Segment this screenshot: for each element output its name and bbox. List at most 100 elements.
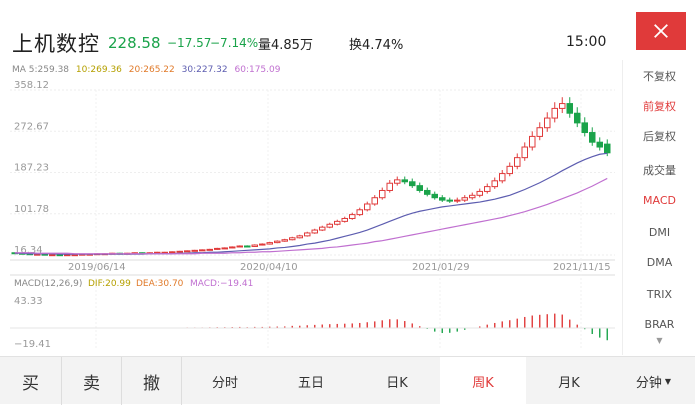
indicator-brar[interactable]: BRAR	[644, 318, 675, 331]
candle-body	[499, 173, 506, 182]
candle-body	[401, 179, 408, 183]
kline-chart-svg: 358.12 272.67 187.23 101.78 16.34 2019/06/14 2…	[10, 80, 615, 350]
candle-body	[251, 244, 258, 247]
candle-body	[341, 217, 348, 222]
candle-body	[604, 143, 611, 154]
ma-30-value: 30:227.32	[181, 65, 228, 75]
current-price: 228.58	[108, 34, 161, 52]
indicator-panel: 不复权 前复权 后复权 成交量 MACD DMI DMA TRIX BRAR ▼	[622, 60, 695, 355]
tab-monthly-k[interactable]: 月K	[558, 375, 580, 391]
candle-body	[514, 157, 521, 167]
candle-body	[431, 193, 438, 199]
candle-body	[281, 239, 288, 242]
ma-10-value: 10:269.36	[75, 65, 122, 75]
candle-body	[596, 141, 603, 148]
candle-body	[236, 245, 243, 248]
tab-five-day[interactable]: 五日	[297, 375, 324, 391]
candle-body	[536, 127, 543, 137]
indicator-trix[interactable]: TRIX	[646, 288, 673, 301]
candle-body	[559, 103, 566, 109]
indicator-no-adjust[interactable]: 不复权	[643, 70, 676, 83]
sell-button[interactable]: 卖	[62, 357, 122, 405]
tab-intraday[interactable]: 分时	[211, 375, 238, 391]
macd-legend-item: DIF:20.99	[88, 279, 131, 289]
candle-body	[544, 117, 551, 129]
candle-body	[64, 254, 71, 257]
candle-body	[581, 122, 588, 134]
candle-body	[206, 248, 213, 251]
tab-daily-k[interactable]: 日K	[386, 375, 408, 391]
candle-body	[551, 107, 558, 119]
macd-legend-item: MACD:−19.41	[190, 279, 253, 289]
candle-body	[454, 199, 461, 202]
candle-body	[521, 146, 528, 159]
more-indicators-icon[interactable]: ▼	[656, 336, 663, 345]
candle-body	[289, 237, 296, 241]
y-tick-label: 16.34	[14, 245, 43, 256]
candle-body	[49, 254, 56, 257]
candle-body	[356, 209, 363, 216]
candle-body	[461, 197, 468, 201]
candle-body	[34, 253, 41, 256]
candle-body	[41, 253, 48, 256]
indicator-forward-adjust[interactable]: 前复权	[643, 100, 676, 113]
macd-top-label: 43.33	[14, 296, 43, 307]
close-icon	[654, 24, 668, 38]
candle-body	[566, 103, 573, 114]
x-tick-label: 2020/04/10	[240, 262, 298, 273]
ma-line-ma30	[14, 152, 608, 255]
candle-body	[229, 246, 236, 249]
price-change-percent: −7.14%	[210, 36, 259, 50]
candle-body	[334, 220, 341, 225]
macd-legend-item: MACD(12,26,9)	[14, 279, 82, 289]
indicator-dma[interactable]: DMA	[646, 256, 673, 269]
candle-body	[349, 214, 356, 219]
indicator-backward-adjust[interactable]: 后复权	[643, 130, 676, 143]
candle-body	[176, 250, 183, 253]
candle-body	[386, 182, 393, 191]
tab-weekly-k[interactable]: 周K	[440, 357, 526, 405]
candle-body	[469, 194, 476, 199]
macd-bottom-label: −19.41	[14, 339, 51, 350]
tab-minute[interactable]: 分钟 ▼	[612, 357, 695, 405]
candle-body	[326, 223, 333, 228]
candle-body	[416, 185, 423, 191]
y-tick-label: 358.12	[14, 80, 49, 91]
indicator-volume[interactable]: 成交量	[643, 164, 676, 177]
candle-body	[364, 203, 371, 211]
candle-body	[424, 189, 431, 195]
candle-body	[311, 229, 318, 234]
candle-body	[371, 197, 378, 205]
indicator-dmi[interactable]: DMI	[648, 226, 671, 239]
indicator-macd[interactable]: MACD	[643, 194, 676, 207]
candle-body	[379, 189, 386, 199]
stock-name: 上机数控	[12, 32, 100, 56]
ma-legend: MA 5:259.38 10:269.36 20:265.22 30:227.3…	[12, 65, 284, 75]
candle-body	[296, 235, 303, 239]
cancel-order-button[interactable]: 撤	[122, 357, 182, 405]
y-tick-label: 101.78	[14, 204, 49, 215]
candle-body	[506, 165, 513, 175]
kline-chart[interactable]: 358.12 272.67 187.23 101.78 16.34 2019/06/14 2…	[0, 60, 622, 355]
bottom-toolbar: 买 卖 撤 分时 五日 日K 周K 月K 分钟 ▼	[0, 356, 695, 405]
candle-body	[439, 197, 446, 201]
candle-body	[274, 240, 281, 244]
candle-body	[191, 249, 198, 252]
tab-minute-label: 分钟	[635, 375, 662, 391]
candle-body	[319, 226, 326, 231]
candle-body	[221, 247, 228, 250]
candle-body	[244, 245, 251, 248]
close-button[interactable]	[636, 12, 686, 50]
volume: 量4.85万	[258, 38, 313, 53]
x-tick-label: 2021/11/15	[553, 262, 611, 273]
quote-header: 上机数控 228.58 −17.57 −7.14% 量4.85万 换4.74% …	[0, 0, 695, 60]
price-change: −17.57	[167, 36, 212, 50]
candle-body	[409, 181, 416, 187]
x-tick-label: 2021/01/29	[412, 262, 470, 273]
candle-body	[71, 254, 78, 257]
y-tick-label: 187.23	[14, 163, 49, 174]
ma-60-value: 60:175.09	[234, 65, 281, 75]
buy-button[interactable]: 买	[0, 357, 62, 405]
candle-body	[199, 249, 206, 252]
ma-20-value: 20:265.22	[128, 65, 175, 75]
